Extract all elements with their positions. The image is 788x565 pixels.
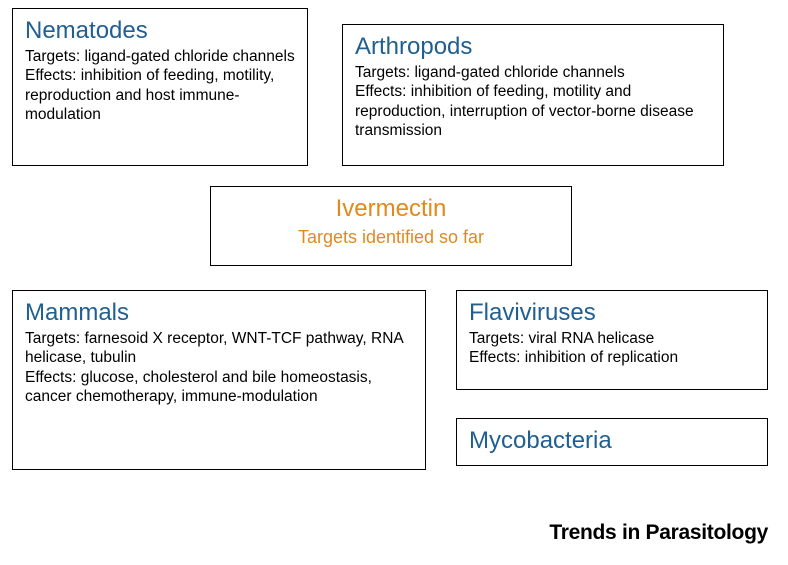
nematodes-effects: Effects: inhibition of feeding, motility… — [25, 66, 295, 124]
mammals-effects: Effects: glucose, cholesterol and bile h… — [25, 368, 413, 407]
nematodes-targets: Targets: ligand-gated chloride channels — [25, 47, 295, 66]
arthropods-effects: Effects: inhibition of feeding, motility… — [355, 82, 711, 140]
nematodes-title: Nematodes — [25, 17, 295, 45]
box-nematodes: Nematodes Targets: ligand-gated chloride… — [12, 8, 308, 166]
flaviviruses-effects: Effects: inhibition of replication — [469, 348, 755, 367]
mycobacteria-title: Mycobacteria — [469, 427, 755, 455]
mammals-targets: Targets: farnesoid X receptor, WNT-TCF p… — [25, 329, 413, 368]
box-ivermectin-center: Ivermectin Targets identified so far — [210, 186, 572, 266]
ivermectin-title: Ivermectin — [223, 195, 559, 223]
ivermectin-sub: Targets identified so far — [223, 227, 559, 248]
box-mammals: Mammals Targets: farnesoid X receptor, W… — [12, 290, 426, 470]
source-credit: Trends in Parasitology — [549, 521, 768, 545]
arthropods-title: Arthropods — [355, 33, 711, 61]
flaviviruses-title: Flaviviruses — [469, 299, 755, 327]
box-arthropods: Arthropods Targets: ligand-gated chlorid… — [342, 24, 724, 166]
arthropods-targets: Targets: ligand-gated chloride channels — [355, 63, 711, 82]
box-mycobacteria: Mycobacteria — [456, 418, 768, 466]
mammals-title: Mammals — [25, 299, 413, 327]
box-flaviviruses: Flaviviruses Targets: viral RNA helicase… — [456, 290, 768, 390]
flaviviruses-targets: Targets: viral RNA helicase — [469, 329, 755, 348]
